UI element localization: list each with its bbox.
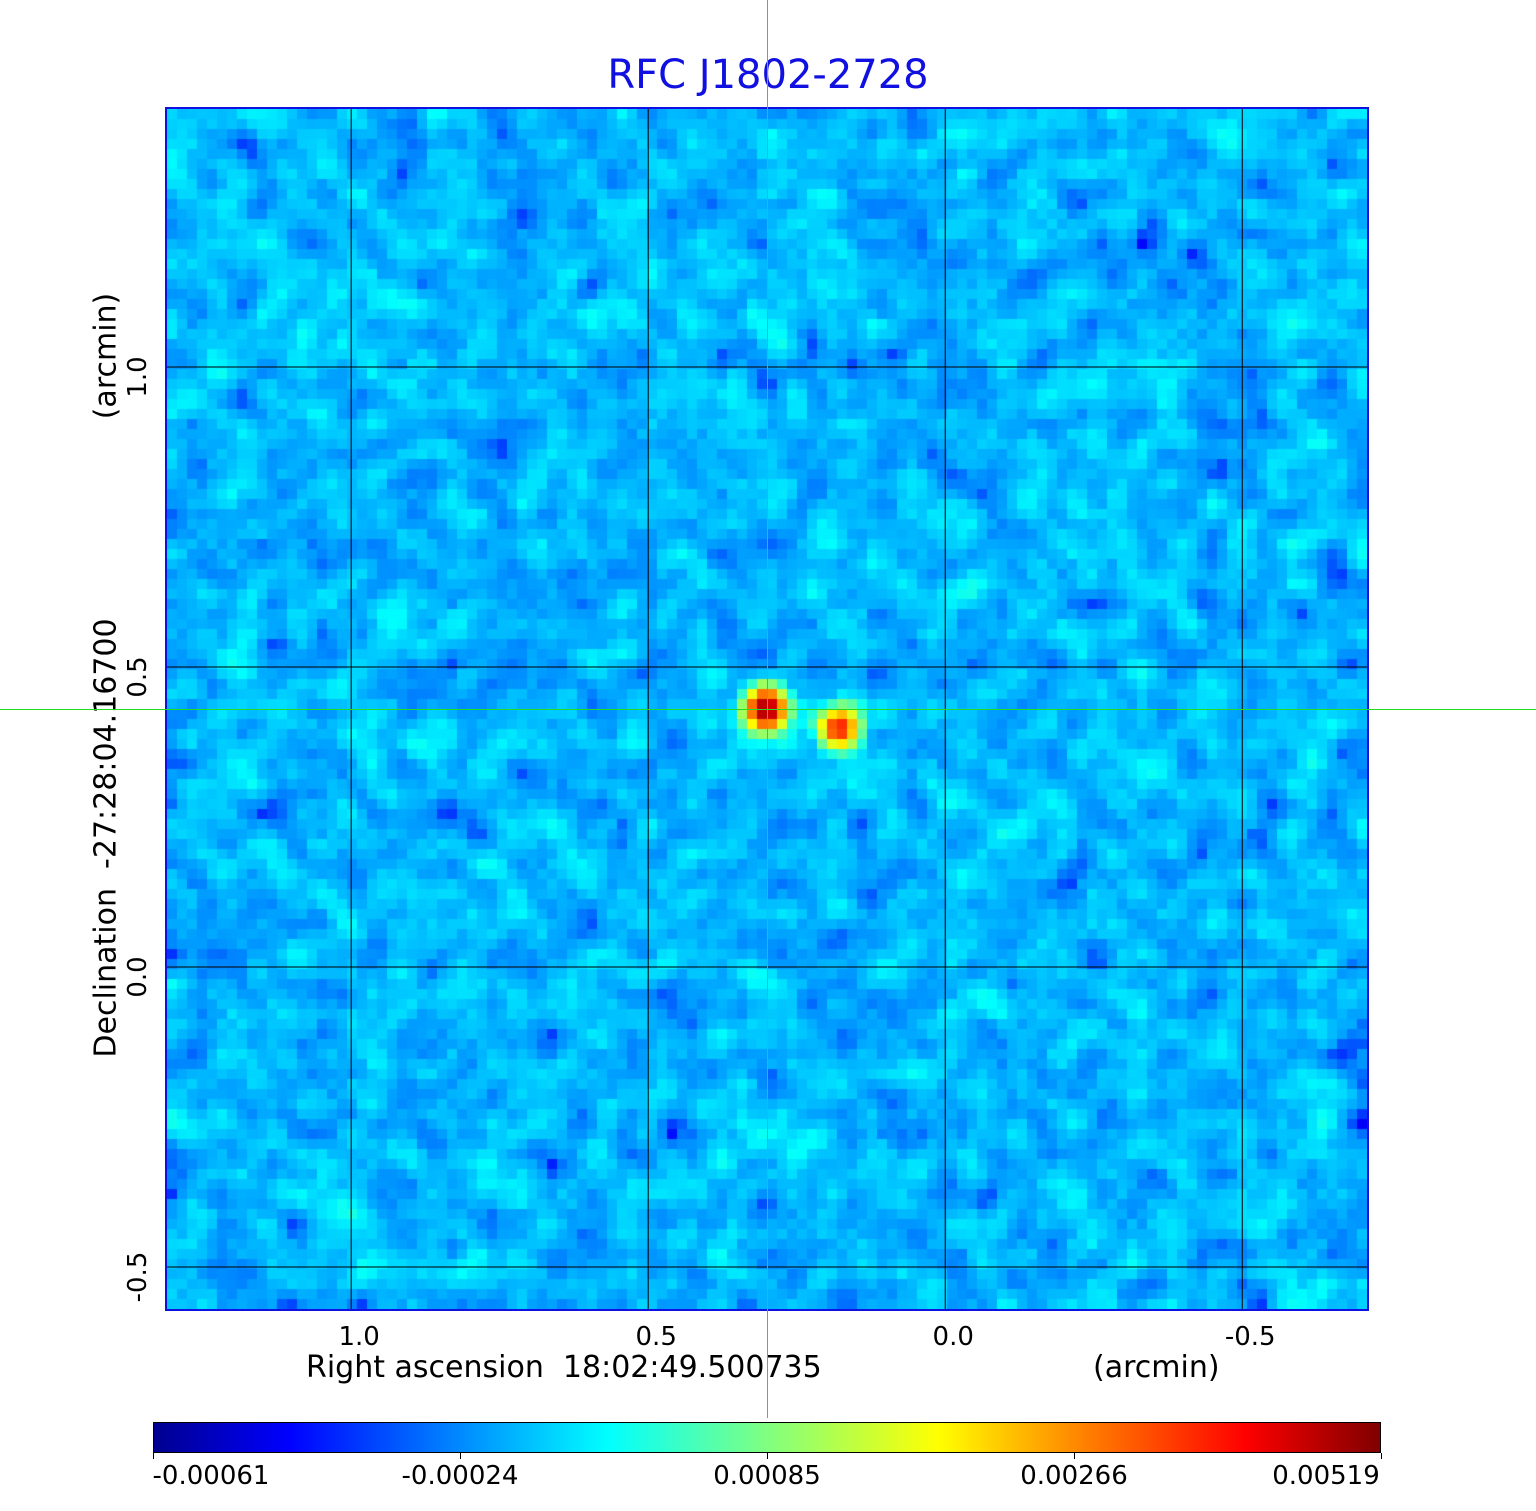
y-axis-unit: (arcmin) — [88, 292, 124, 420]
chart-title: RFC J1802-2728 — [607, 52, 929, 98]
colorbar-tick — [1381, 1453, 1382, 1459]
x-tick-label: 1.0 — [338, 1322, 380, 1352]
y-tick-label: 0.0 — [123, 956, 153, 998]
colorbar-tick-label: 0.00266 — [1020, 1461, 1128, 1491]
y-axis-label: Declination -27:28:04.16700 — [88, 618, 124, 1058]
y-tick-label: 0.5 — [123, 656, 153, 698]
colorbar-tick-label: -0.00024 — [401, 1461, 519, 1491]
x-tick-label: 0.0 — [932, 1322, 974, 1352]
x-axis-unit: (arcmin) — [1093, 1350, 1220, 1385]
crosshair-horizontal — [0, 709, 1536, 710]
colorbar-tick-label: 0.00519 — [1272, 1461, 1380, 1491]
x-tick-label: -0.5 — [1224, 1322, 1276, 1352]
x-axis-label: Right ascension 18:02:49.500735 — [306, 1350, 822, 1385]
colorbar-tick-label: -0.00061 — [152, 1461, 270, 1491]
colorbar-tick — [767, 1453, 768, 1459]
x-tick-label: 0.5 — [635, 1322, 677, 1352]
colorbar-tick — [460, 1453, 461, 1459]
y-tick-label: -0.5 — [123, 1251, 153, 1303]
colorbar — [153, 1422, 1381, 1453]
colorbar-tick-label: 0.00085 — [713, 1461, 821, 1491]
y-tick-label: 1.0 — [123, 356, 153, 398]
colorbar-tick — [1074, 1453, 1075, 1459]
colorbar-tick — [153, 1453, 154, 1459]
